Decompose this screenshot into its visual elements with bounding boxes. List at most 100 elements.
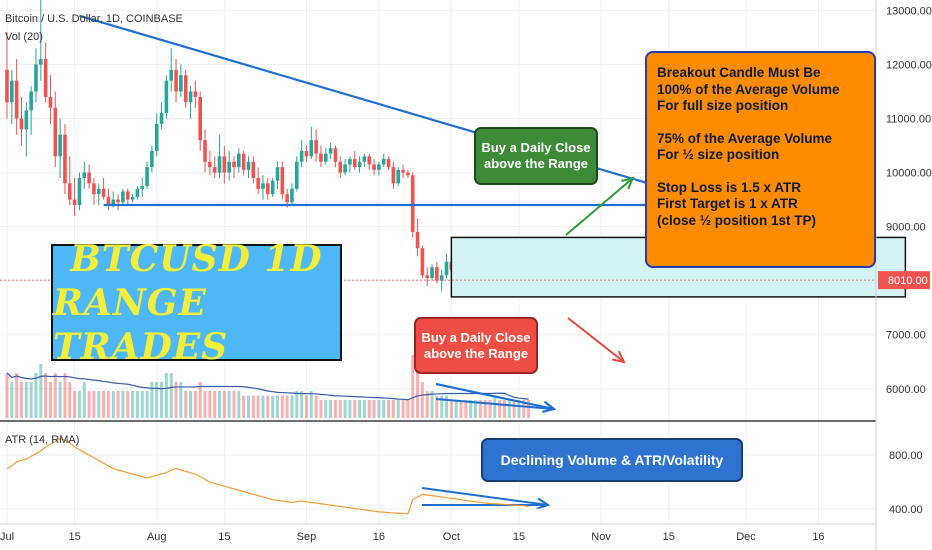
candle (125, 191, 130, 200)
volume-bar (97, 391, 101, 418)
green-callout-line-2: above the Range (483, 156, 589, 171)
volume-bar (261, 395, 265, 418)
time-tick-label: Oct (443, 531, 460, 543)
red-callout-line-2: above the Range (423, 345, 529, 361)
volume-bar (68, 382, 72, 418)
candle (410, 175, 415, 233)
volume-bar (498, 400, 502, 418)
candle (208, 161, 212, 168)
volume-bar (469, 400, 473, 418)
candle (338, 161, 343, 173)
atr-pane (0, 438, 876, 515)
volume-bar (391, 400, 395, 418)
volume-bar (266, 395, 270, 418)
candle (352, 159, 357, 168)
volume-bar (145, 391, 149, 418)
time-tick-label: Jul (0, 531, 14, 543)
volume-bar (193, 391, 197, 418)
candle (34, 64, 38, 92)
candle (295, 161, 299, 189)
volume-bar (474, 400, 478, 418)
volume-bar (135, 391, 139, 418)
volume-bar (82, 382, 86, 418)
candle (381, 159, 386, 165)
time-tick-label: Nov (591, 531, 611, 543)
volume-bar (213, 391, 217, 418)
candle (39, 59, 43, 65)
candle (425, 275, 430, 278)
candle (19, 118, 24, 130)
volume-bar (131, 391, 135, 418)
descending-trendline (79, 14, 723, 207)
candle (140, 186, 145, 189)
candle (92, 183, 96, 195)
volume-bar (401, 400, 405, 418)
volume-bar (5, 373, 9, 418)
candle (150, 150, 154, 168)
atr-line (6, 438, 529, 515)
rule-line: (close ½ position 1st TP) (657, 212, 817, 228)
down-arrow (567, 317, 625, 363)
volume-bars (5, 355, 531, 418)
candle (116, 199, 120, 203)
candle (386, 159, 391, 168)
volume-bar (77, 391, 81, 418)
candle (82, 172, 87, 178)
volume-bar (411, 355, 415, 418)
volatility-callout: Declining Volume & ATR/Volatility (481, 438, 743, 482)
time-tick-label: Sep (297, 531, 317, 543)
volume-bar (416, 364, 420, 418)
volume-bar (53, 373, 57, 418)
volume-bar (478, 400, 482, 418)
volume-bar (319, 400, 323, 418)
volume-bar (227, 391, 231, 418)
up-arrow-head (621, 176, 635, 190)
candle (154, 123, 159, 151)
volume-bar (218, 391, 222, 418)
volume-bar (19, 382, 23, 418)
volume-bar (290, 395, 294, 418)
volume-bar (435, 395, 439, 418)
candle (241, 153, 246, 170)
candle (367, 156, 372, 165)
rule-spacer (657, 115, 864, 131)
symbol-title[interactable]: Bitcoin / U.S. Dollar, 1D, COINBASE (5, 13, 183, 25)
volume-bar (203, 391, 207, 418)
candle (87, 172, 91, 184)
candle (135, 188, 140, 197)
candle (328, 148, 333, 154)
volume-bar (329, 400, 333, 418)
rule-line: Breakout Candle Must Be (657, 65, 821, 80)
volume-bar (140, 391, 144, 418)
rule-line: First Target is 1 x ATR (657, 196, 798, 211)
candle (198, 96, 202, 141)
time-tick-label: Dec (736, 531, 756, 543)
atr-tick-label: 800.00 (889, 450, 923, 462)
candle (159, 113, 164, 124)
candle (203, 140, 207, 162)
candle (183, 75, 188, 103)
volume-bar (44, 373, 48, 418)
rule-line: 100% of the Average Volume (657, 81, 840, 97)
volume-bar (387, 400, 391, 418)
candle (261, 183, 265, 189)
volume-bar (333, 400, 337, 418)
volume-bar (271, 395, 275, 418)
volume-bar (208, 391, 212, 418)
volume-bar (126, 391, 130, 418)
atr-indicator-label[interactable]: ATR (14, RMA) (5, 434, 80, 446)
up-arrow (565, 177, 634, 236)
volume-indicator-label[interactable]: Vol (20) (5, 31, 43, 43)
price-tick-label: 10000.00 (886, 168, 932, 180)
volume-bar (430, 391, 434, 418)
volume-bar (232, 391, 236, 418)
volume-bar (464, 400, 468, 418)
candle (43, 59, 48, 97)
volume-bar (517, 400, 521, 418)
volume-bar (367, 400, 371, 418)
candle (121, 191, 125, 203)
candle (266, 183, 270, 195)
volume-bar (285, 395, 289, 418)
time-tick-label: 16 (373, 531, 385, 543)
